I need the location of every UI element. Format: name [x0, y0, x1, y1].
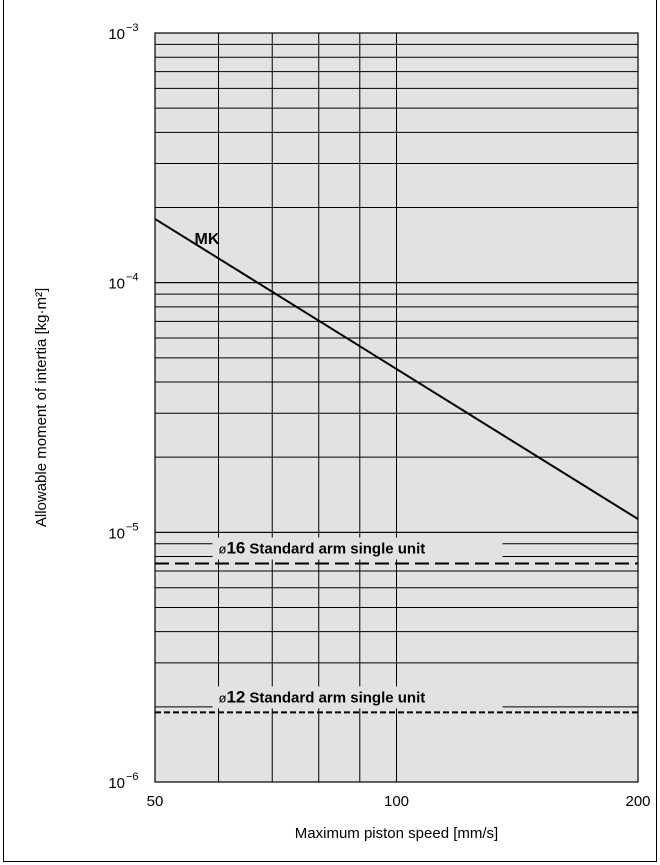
y-tick-label: 10	[108, 276, 125, 293]
y-tick-labels: 10−310−410−510−6	[108, 22, 138, 792]
y-tick-label: 10	[108, 525, 125, 542]
plot-border	[154, 32, 639, 783]
x-axis-label: Maximum piston speed [mm/s]	[295, 825, 498, 842]
x-tick-label: 50	[147, 793, 164, 810]
tick-base: 10	[108, 276, 125, 293]
y-axis-label: Allowable moment of intertia [kg·m²]	[33, 288, 50, 527]
series-label-box	[212, 537, 503, 560]
series-label-16: ø16 Standard arm single unit	[219, 539, 426, 558]
series-description: Standard arm single unit	[249, 689, 425, 706]
diameter-size: 16	[226, 539, 245, 558]
tick-exponent: −3	[126, 22, 139, 34]
y-tick-label: 10	[108, 775, 125, 792]
series-description: Standard arm single unit	[249, 541, 425, 558]
series-label-box	[212, 686, 503, 709]
tick-base: 10	[108, 26, 125, 43]
tick-exponent: −4	[126, 272, 139, 284]
tick-base: 10	[108, 525, 125, 542]
diameter-symbol: ø	[219, 690, 227, 705]
tick-base: 10	[108, 775, 125, 792]
figure-frame	[3, 0, 657, 862]
tick-exponent: −6	[126, 771, 139, 783]
series-line	[154, 218, 639, 520]
x-tick-labels: 50 100 200	[147, 793, 651, 810]
diameter-size: 12	[226, 687, 245, 706]
y-tick-label: 10	[108, 26, 125, 43]
series-label-12: ø12 Standard arm single unit	[219, 687, 426, 706]
tick-exponent: −5	[126, 521, 139, 533]
x-tick-label: 200	[625, 793, 650, 810]
x-tick-label: 100	[384, 793, 409, 810]
series-label-mk: MK	[194, 231, 219, 248]
diameter-symbol: ø	[219, 542, 227, 557]
